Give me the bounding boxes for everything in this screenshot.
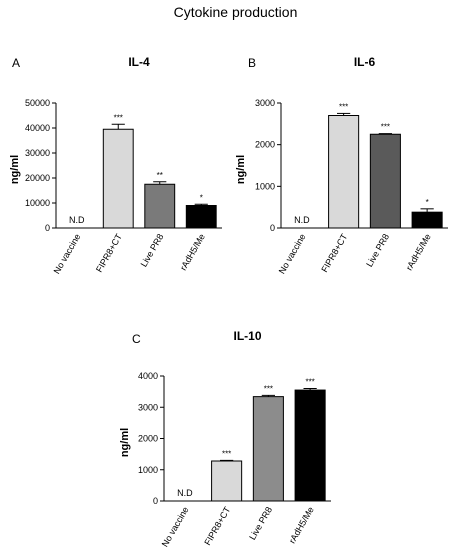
chart-c-annotation-1: *** [222, 449, 231, 458]
chart-b-ytick-label-2: 2000 [255, 140, 275, 150]
chart-c-bar-2 [252, 396, 284, 502]
chart-a-ytick-label-1: 10000 [25, 198, 50, 208]
chart-b-category-label-3: rAdH5/Me [404, 232, 433, 272]
chart-b-bar-2 [369, 133, 401, 229]
chart-c-category-label-1: FIPR8+CT [202, 505, 232, 547]
chart-c-annotation-3: *** [305, 378, 314, 387]
chart-a-annotation-3: * [200, 193, 203, 202]
chart-a-category-label-3: rAdH5/Me [178, 232, 207, 272]
chart-b-annotation-2: *** [381, 123, 390, 132]
chart-c-bar-3 [294, 389, 326, 502]
chart-a-ytick-label-3: 30000 [25, 148, 50, 158]
panel-letter-b: B [248, 56, 257, 70]
chart-a-ylabel: ng/ml [9, 155, 21, 184]
chart-b-annotation-3: * [426, 198, 429, 207]
chart-a-annotation-2: ** [157, 171, 163, 180]
chart-c-annotation-0: N.D [177, 488, 193, 498]
chart-a-ytick-label-0: 0 [45, 223, 50, 233]
chart-b-category-label-1: FIPR8+CT [319, 232, 349, 274]
chart-b-annotation-1: *** [339, 102, 348, 111]
figure-title: Cytokine production [173, 4, 298, 20]
chart-c-title: IL-10 [233, 329, 261, 343]
chart-b-ylabel: ng/ml [235, 155, 247, 184]
chart-a-category-label-1: FIPR8+CT [94, 232, 124, 274]
chart-c-ytick-label-0: 0 [153, 496, 158, 506]
chart-a-bar-1 [102, 128, 134, 229]
chart-b-category-label-0: No vaccine [277, 232, 308, 276]
chart-a-category-label-2: Live PR8 [139, 232, 166, 269]
chart-b-ytick-label-0: 0 [270, 223, 275, 233]
chart-c-ytick-label-1: 1000 [138, 465, 158, 475]
chart-c-category-label-2: Live PR8 [247, 505, 274, 542]
chart-c-annotation-2: *** [264, 384, 273, 393]
chart-c-ytick-label-2: 2000 [138, 434, 158, 444]
chart-c-category-label-3: rAdH5/Me [287, 505, 316, 545]
panel-letter-a: A [12, 56, 21, 70]
chart-a-bar-2 [144, 183, 176, 229]
chart-b-ytick-label-3: 3000 [255, 98, 275, 108]
chart-c-ytick-label-4: 4000 [138, 371, 158, 381]
panel-letter-c: C [132, 332, 141, 346]
chart-c-ytick-label-3: 3000 [138, 402, 158, 412]
chart-a-annotation-1: *** [114, 113, 123, 122]
chart-b-category-label-2: Live PR8 [364, 232, 391, 269]
chart-a-annotation-0: N.D [69, 215, 85, 225]
chart-a-ytick-label-5: 50000 [25, 98, 50, 108]
chart-a-category-label-0: No vaccine [52, 232, 83, 276]
chart-b-bar-3 [411, 211, 443, 229]
chart-c-bar-1 [211, 460, 243, 502]
chart-c-category-label-0: No vaccine [160, 505, 191, 549]
chart-a-bar-3 [185, 205, 217, 229]
chart-b-annotation-0: N.D [294, 215, 310, 225]
chart-a-ytick-label-2: 20000 [25, 173, 50, 183]
chart-c-ylabel: ng/ml [119, 428, 131, 457]
chart-a-ytick-label-4: 40000 [25, 123, 50, 133]
chart-b-title: IL-6 [354, 55, 376, 69]
chart-a-title: IL-4 [128, 55, 150, 69]
chart-b-bar-1 [328, 115, 360, 229]
chart-b-ytick-label-1: 1000 [255, 181, 275, 191]
